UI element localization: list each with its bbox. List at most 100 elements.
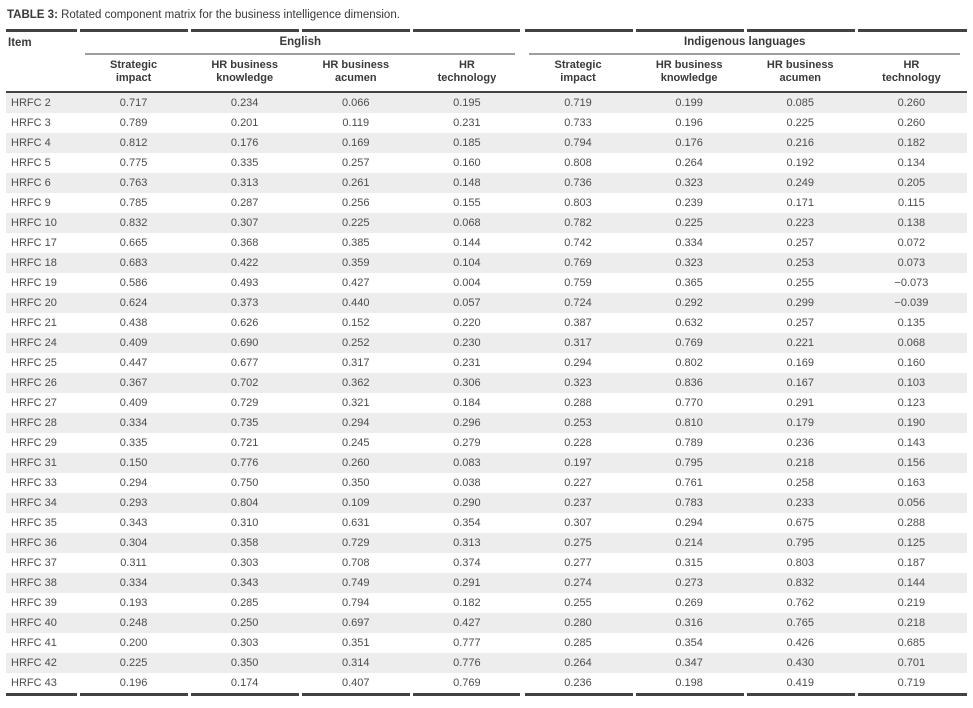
table-row: HRFC 40 0.248 0.250 0.697 0.427 0.280 0.… (6, 613, 967, 633)
table-row: HRFC 29 0.335 0.721 0.245 0.279 0.228 0.… (6, 433, 967, 453)
table-row: HRFC 2 0.717 0.234 0.066 0.195 0.719 0.1… (6, 92, 967, 113)
cell-indigenous-hr-business-acumen: 0.675 (786, 517, 814, 529)
row-item-label: HRFC 25 (11, 357, 57, 369)
cell-indigenous-hr-business-knowledge: 0.214 (633, 533, 745, 553)
cell-indigenous-strategic-impact: 0.769 (522, 253, 634, 273)
cell-english-hr-business-knowledge: 0.307 (189, 213, 301, 233)
cell-english-hr-technology: 0.083 (411, 453, 523, 473)
cell-english-strategic-impact: 0.367 (78, 373, 190, 393)
cell-english-hr-business-acumen: 0.225 (300, 213, 412, 233)
cell-english-hr-business-knowledge: 0.335 (230, 157, 259, 169)
cell-indigenous-hr-business-acumen: 0.299 (744, 293, 856, 313)
cell-english-hr-technology: 0.185 (411, 133, 523, 153)
cell-indigenous-hr-business-acumen: 0.258 (786, 477, 814, 489)
cell-english-hr-technology: 0.354 (453, 517, 481, 529)
cell-english-hr-technology: 0.279 (453, 437, 481, 449)
column-header-indigenous-hr-technology: HR technology (855, 55, 967, 93)
cell-indigenous-hr-business-acumen: 0.419 (786, 677, 814, 689)
cell-english-hr-business-knowledge: 0.677 (230, 357, 259, 369)
table-row: HRFC 9 0.785 0.287 0.256 0.155 0.803 0.2… (6, 193, 967, 213)
cell-english-strategic-impact: 0.409 (78, 333, 190, 353)
cell-english-hr-business-knowledge: 0.368 (230, 237, 259, 249)
cell-english-hr-business-acumen: 0.317 (342, 357, 370, 369)
cell-english-strategic-impact: 0.717 (78, 92, 190, 113)
cell-english-hr-business-acumen: 0.314 (300, 653, 412, 673)
table-row: HRFC 39 0.193 0.285 0.794 0.182 0.255 0.… (6, 593, 967, 613)
cell-indigenous-hr-business-knowledge: 0.176 (633, 133, 745, 153)
cell-indigenous-strategic-impact: 0.277 (564, 557, 592, 569)
cell-indigenous-hr-technology: 0.068 (855, 333, 967, 353)
cell-english-hr-business-acumen: 0.749 (300, 573, 412, 593)
cell-indigenous-hr-business-acumen: 0.216 (744, 133, 856, 153)
cell-indigenous-hr-business-acumen: 0.426 (786, 637, 814, 649)
cell-indigenous-strategic-impact: 0.253 (522, 413, 634, 433)
table-row: HRFC 24 0.409 0.690 0.252 0.230 0.317 0.… (6, 333, 967, 353)
row-item-label: HRFC 17 (11, 237, 57, 249)
cell-english-strategic-impact: 0.832 (78, 213, 190, 233)
cell-english-strategic-impact: 0.775 (119, 157, 148, 169)
table-row: HRFC 34 0.293 0.804 0.109 0.290 0.237 0.… (6, 493, 967, 513)
cell-indigenous-strategic-impact: 0.317 (522, 333, 634, 353)
cell-indigenous-strategic-impact: 0.724 (522, 293, 634, 313)
cell-indigenous-hr-business-knowledge: 0.795 (633, 453, 745, 473)
cell-english-hr-business-knowledge: 0.776 (189, 453, 301, 473)
cell-english-hr-business-knowledge: 0.750 (230, 477, 259, 489)
column-header-indigenous-hr-business-acumen: HR business acumen (744, 55, 856, 93)
cell-indigenous-hr-technology: 0.219 (897, 597, 926, 609)
cell-english-hr-business-acumen: 0.697 (300, 613, 412, 633)
cell-indigenous-hr-business-knowledge: 0.810 (633, 413, 745, 433)
group-header-english-label: English (85, 35, 516, 55)
cell-english-hr-business-knowledge: 0.735 (189, 413, 301, 433)
cell-english-hr-technology: 0.144 (453, 237, 481, 249)
cell-english-hr-business-knowledge: 0.626 (230, 317, 259, 329)
cell-indigenous-hr-business-acumen: 0.249 (744, 173, 856, 193)
table-top-rule (6, 29, 967, 32)
cell-indigenous-hr-technology: 0.260 (855, 92, 967, 113)
cell-indigenous-hr-business-acumen: 0.233 (744, 493, 856, 513)
cell-indigenous-strategic-impact: 0.719 (522, 92, 634, 113)
cell-indigenous-strategic-impact: 0.275 (522, 533, 634, 553)
cell-indigenous-hr-business-knowledge: 0.769 (633, 333, 745, 353)
cell-indigenous-hr-business-knowledge: 0.632 (675, 317, 703, 329)
cell-english-hr-technology: 0.220 (453, 317, 481, 329)
row-item-label: HRFC 5 (11, 157, 51, 169)
cell-indigenous-hr-technology: 0.138 (855, 213, 967, 233)
cell-indigenous-hr-technology: 0.218 (855, 613, 967, 633)
cell-indigenous-hr-business-acumen: 0.221 (744, 333, 856, 353)
column-header-indigenous-hr-business-knowledge: HR business knowledge (633, 55, 745, 93)
row-item-label: HRFC 28 (6, 413, 78, 433)
table-row: HRFC 17 0.665 0.368 0.385 0.144 0.742 0.… (6, 233, 967, 253)
row-item-label: HRFC 39 (11, 597, 57, 609)
row-item-label: HRFC 6 (6, 173, 78, 193)
cell-indigenous-hr-business-knowledge: 0.334 (675, 237, 703, 249)
cell-indigenous-hr-business-knowledge: 0.323 (633, 173, 745, 193)
table-row: HRFC 41 0.200 0.303 0.351 0.777 0.285 0.… (6, 633, 967, 653)
cell-indigenous-hr-business-knowledge: 0.239 (675, 197, 703, 209)
cell-indigenous-hr-business-acumen: 0.223 (744, 213, 856, 233)
cell-english-hr-business-knowledge: 0.303 (230, 557, 259, 569)
row-item-label: HRFC 29 (11, 437, 57, 449)
cell-indigenous-hr-business-acumen: 0.291 (786, 397, 814, 409)
cell-indigenous-strategic-impact: 0.742 (564, 237, 592, 249)
cell-indigenous-hr-business-acumen: 0.257 (786, 237, 814, 249)
cell-english-hr-business-knowledge: 0.250 (189, 613, 301, 633)
cell-english-strategic-impact: 0.683 (78, 253, 190, 273)
cell-indigenous-strategic-impact: 0.236 (564, 677, 592, 689)
cell-indigenous-hr-business-acumen: 0.795 (744, 533, 856, 553)
cell-indigenous-hr-business-knowledge: 0.761 (675, 477, 703, 489)
cell-english-hr-technology: 0.230 (411, 333, 523, 353)
table-row: HRFC 28 0.334 0.735 0.294 0.296 0.253 0.… (6, 413, 967, 433)
cell-indigenous-strategic-impact: 0.307 (564, 517, 592, 529)
cell-indigenous-hr-business-knowledge: 0.198 (675, 677, 703, 689)
cell-english-hr-business-acumen: 0.252 (300, 333, 412, 353)
cell-english-hr-business-knowledge: 0.350 (189, 653, 301, 673)
cell-indigenous-hr-technology: 0.134 (897, 157, 926, 169)
cell-english-hr-business-acumen: 0.294 (300, 413, 412, 433)
cell-indigenous-strategic-impact: 0.255 (564, 597, 592, 609)
row-item-label: HRFC 43 (11, 677, 57, 689)
cell-indigenous-hr-technology: 0.073 (855, 253, 967, 273)
cell-english-hr-business-acumen: 0.169 (300, 133, 412, 153)
cell-indigenous-strategic-impact: 0.387 (564, 317, 592, 329)
cell-indigenous-hr-business-acumen: 0.218 (744, 453, 856, 473)
cell-english-strategic-impact: 0.335 (119, 437, 148, 449)
